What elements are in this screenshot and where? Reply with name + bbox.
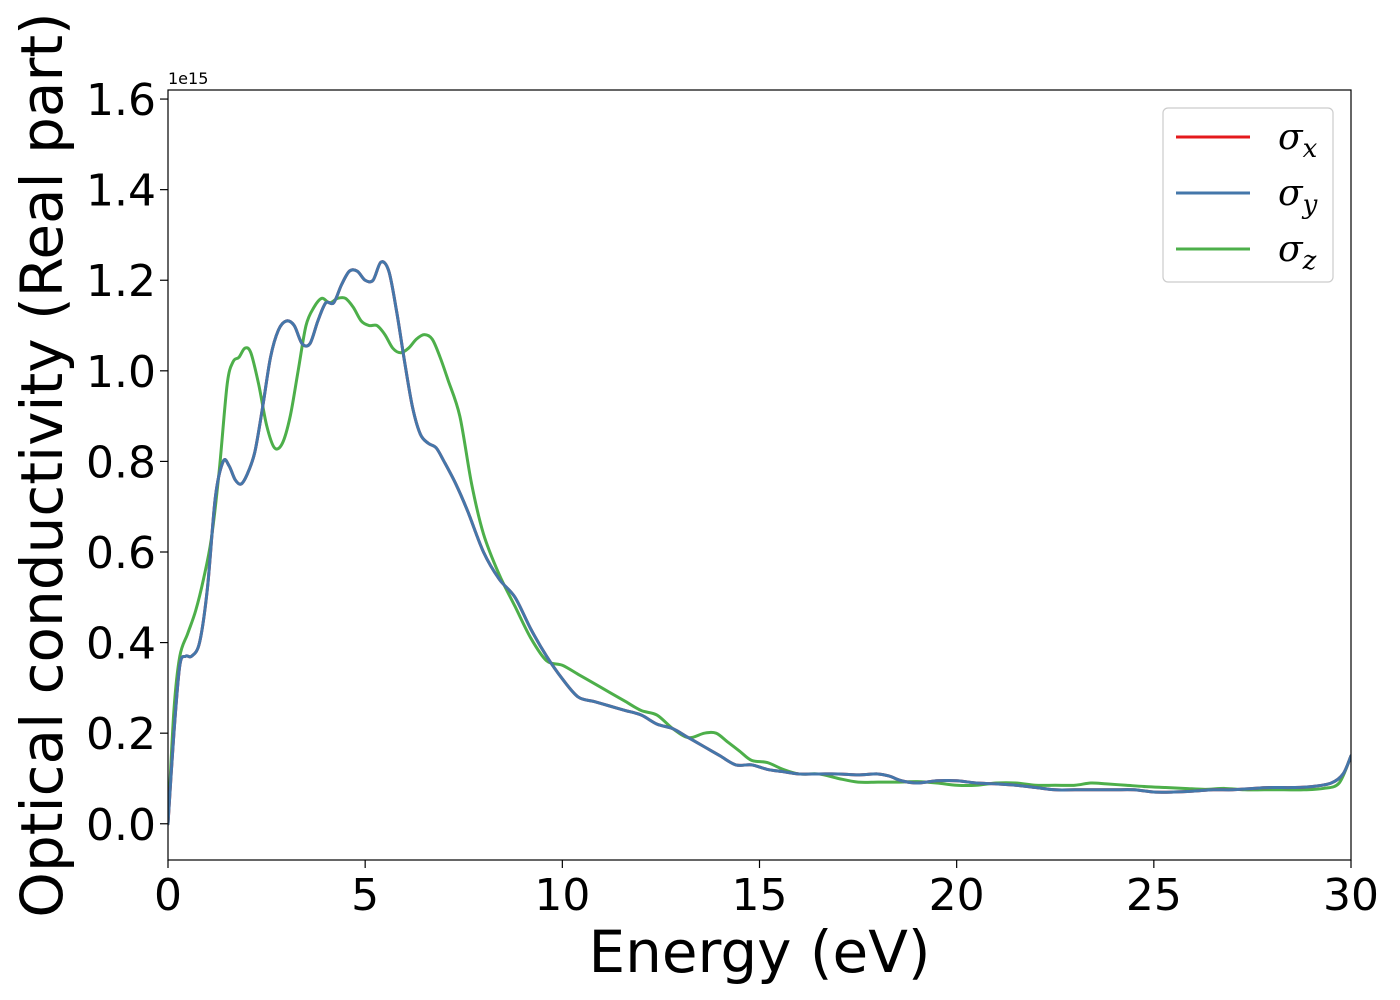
y-tick-label: 1.0 bbox=[86, 347, 156, 398]
series-layer bbox=[168, 260, 1351, 826]
legend: σx σy σz bbox=[1162, 107, 1334, 283]
x-tick-label: 0 bbox=[154, 870, 182, 921]
x-tick-label: 30 bbox=[1323, 870, 1379, 921]
y-tick-label: 0.2 bbox=[86, 709, 156, 760]
legend-label-sigma-y: σy bbox=[1278, 173, 1318, 220]
y-axis-label: Optical conductivity (Real part) bbox=[8, 12, 76, 917]
x-axis-label: Energy (eV) bbox=[588, 918, 930, 986]
y-tick-label: 1.6 bbox=[86, 75, 156, 126]
legend-label-sigma-z: σz bbox=[1278, 229, 1317, 276]
x-tick-label: 25 bbox=[1126, 870, 1182, 921]
y-tick-label: 1.2 bbox=[86, 256, 156, 307]
x-tick-label: 10 bbox=[534, 870, 590, 921]
y-axis-offset-text: 1e15 bbox=[168, 69, 208, 88]
series-line-sigma-y bbox=[168, 260, 1351, 826]
series-line-sigma-z bbox=[168, 296, 1351, 826]
y-tick-label: 0.8 bbox=[86, 437, 156, 488]
y-tick-label: 0.6 bbox=[86, 528, 156, 579]
y-tick-label: 1.4 bbox=[86, 166, 156, 217]
y-tick-label: 0.4 bbox=[86, 619, 156, 670]
y-tick-label: 0.0 bbox=[86, 800, 156, 851]
x-tick-label: 15 bbox=[732, 870, 788, 921]
series-line-sigma-x bbox=[168, 260, 1351, 826]
y-axis-ticks: 0.0 0.2 0.4 0.6 0.8 1.0 1.2 1.4 1.6 bbox=[86, 75, 168, 851]
x-axis-ticks: 0 5 10 15 20 25 30 bbox=[154, 860, 1379, 921]
x-tick-label: 5 bbox=[351, 870, 379, 921]
legend-label-sigma-x: σx bbox=[1278, 117, 1318, 164]
legend-box bbox=[1162, 107, 1334, 283]
x-tick-label: 20 bbox=[929, 870, 985, 921]
